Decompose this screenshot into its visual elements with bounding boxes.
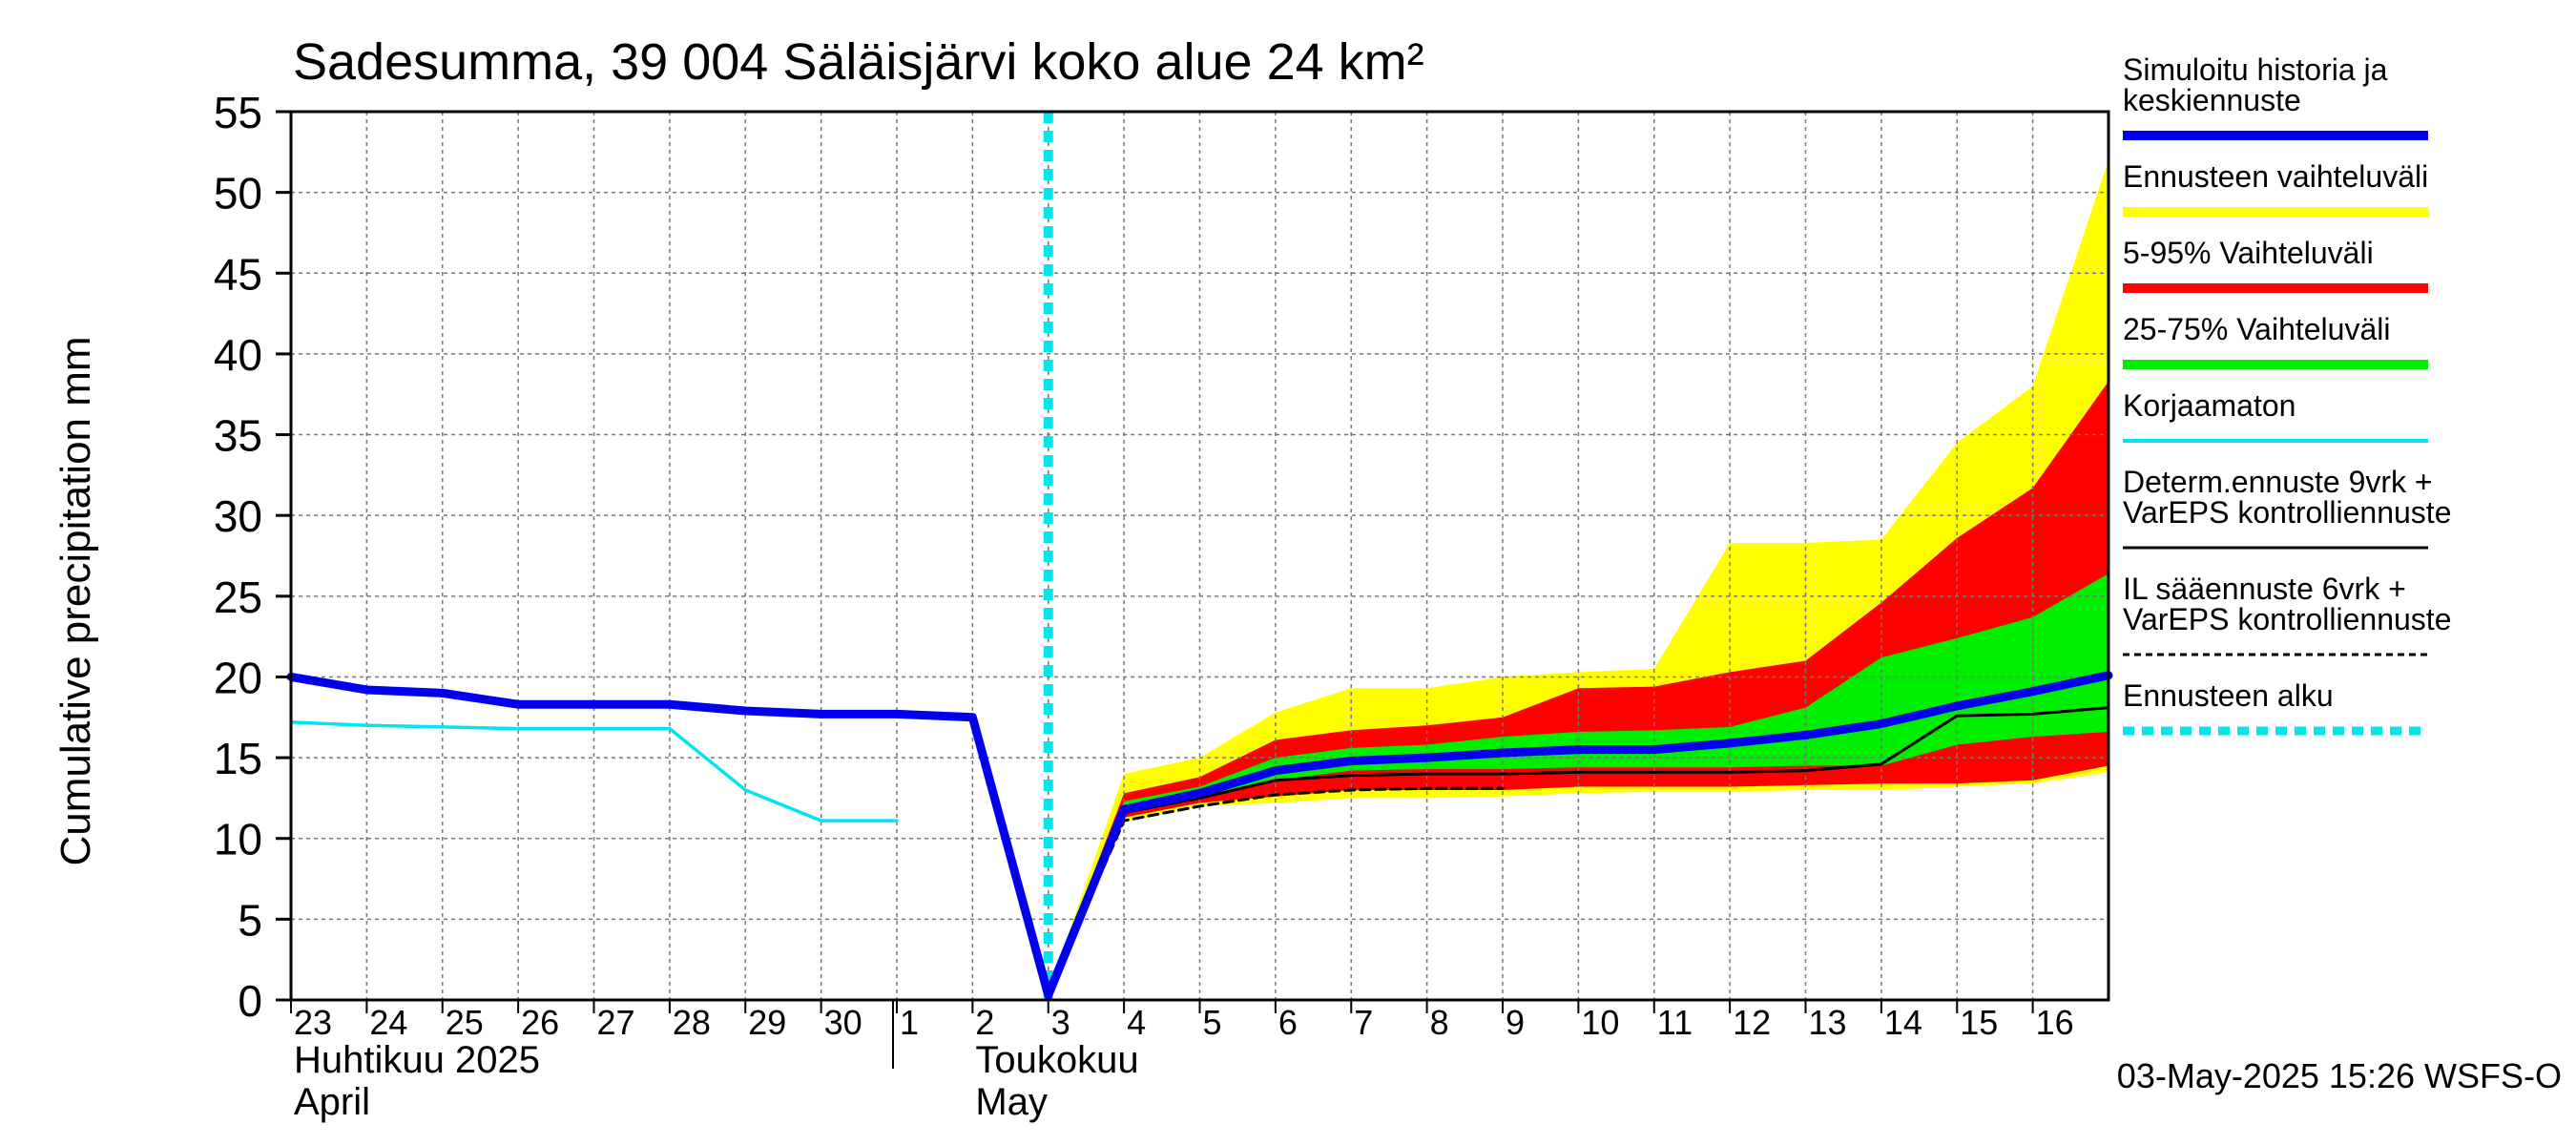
- x-tick-label: 1: [900, 1003, 919, 1042]
- y-axis-label: Cumulative precipitation mm: [52, 336, 99, 865]
- legend-label: Ennusteen vaihteluväli: [2123, 159, 2428, 194]
- y-tick-label: 25: [214, 572, 262, 622]
- x-tick-label: 13: [1809, 1003, 1847, 1042]
- x-tick-label: 25: [446, 1003, 484, 1042]
- y-tick-label: 35: [214, 411, 262, 461]
- y-tick-label: 50: [214, 169, 262, 219]
- month-label-english: May: [975, 1081, 1048, 1123]
- band-5-95-vaihteluvali: [1048, 381, 2109, 995]
- y-tick-label: 0: [238, 976, 262, 1026]
- x-tick-label: 14: [1884, 1003, 1922, 1042]
- x-tick-label: 5: [1203, 1003, 1222, 1042]
- x-tick-label: 30: [824, 1003, 862, 1042]
- y-tick-label: 5: [238, 895, 262, 945]
- y-tick-label: 40: [214, 330, 262, 380]
- x-tick-label: 4: [1127, 1003, 1146, 1042]
- series-simuloitu-historia-ja-keskiennuste: [286, 671, 2113, 1000]
- series-determ-ennuste-9vrk-vareps-kontrolliennuste: [1047, 706, 2110, 995]
- x-tick-label: 28: [673, 1003, 711, 1042]
- x-tick-label: 10: [1581, 1003, 1619, 1042]
- x-tick-label: 23: [294, 1003, 332, 1042]
- series-korjaamaton: [289, 720, 899, 822]
- forecast-bands: [1048, 159, 2109, 995]
- legend-label: keskiennuste: [2123, 83, 2301, 117]
- y-tick-label: 45: [214, 249, 262, 299]
- legend-label: Simuloitu historia ja: [2123, 52, 2388, 87]
- legend-label: IL sääennuste 6vrk +: [2123, 572, 2406, 606]
- legend-label: Ennusteen alku: [2123, 678, 2334, 713]
- x-tick-label: 2: [975, 1003, 994, 1042]
- legend-label: 25-75% Vaihteluväli: [2123, 312, 2390, 346]
- legend-label: VarEPS kontrolliennuste: [2123, 495, 2451, 530]
- x-tick-label: 29: [748, 1003, 786, 1042]
- x-tick-label: 27: [597, 1003, 635, 1042]
- x-tick-label: 9: [1506, 1003, 1525, 1042]
- x-tick-label: 16: [2036, 1003, 2074, 1042]
- month-label-english: April: [294, 1081, 370, 1123]
- y-tick-label: 15: [214, 734, 262, 783]
- month-label: Huhtikuu 2025: [294, 1039, 540, 1081]
- chart-title: Sadesumma, 39 004 Säläisjärvi koko alue …: [293, 33, 1424, 91]
- x-tick-label: 15: [1960, 1003, 1998, 1042]
- x-tick-label: 8: [1430, 1003, 1449, 1042]
- x-tick-label: 3: [1051, 1003, 1070, 1042]
- legend-label: Korjaamaton: [2123, 388, 2296, 423]
- legend-label: Determ.ennuste 9vrk +: [2123, 465, 2433, 499]
- grid: [290, 111, 2109, 1001]
- x-tick-label: 24: [369, 1003, 407, 1042]
- y-tick-label: 10: [214, 815, 262, 864]
- y-tick-label: 55: [214, 88, 262, 137]
- y-tick-label: 30: [214, 491, 262, 541]
- footer-timestamp: 03-May-2025 15:26 WSFS-O: [2117, 1056, 2562, 1095]
- month-label: Toukokuu: [975, 1039, 1138, 1081]
- x-tick-label: 11: [1657, 1003, 1693, 1042]
- x-tick-label: 12: [1733, 1003, 1771, 1042]
- x-tick-label: 6: [1278, 1003, 1298, 1042]
- legend-label: 5-95% Vaihteluväli: [2123, 236, 2374, 270]
- x-tick-label: 7: [1354, 1003, 1373, 1042]
- x-tick-label: 26: [521, 1003, 559, 1042]
- y-tick-label: 20: [214, 653, 262, 702]
- legend-label: VarEPS kontrolliennuste: [2123, 602, 2451, 636]
- series-lines: [286, 671, 2113, 1000]
